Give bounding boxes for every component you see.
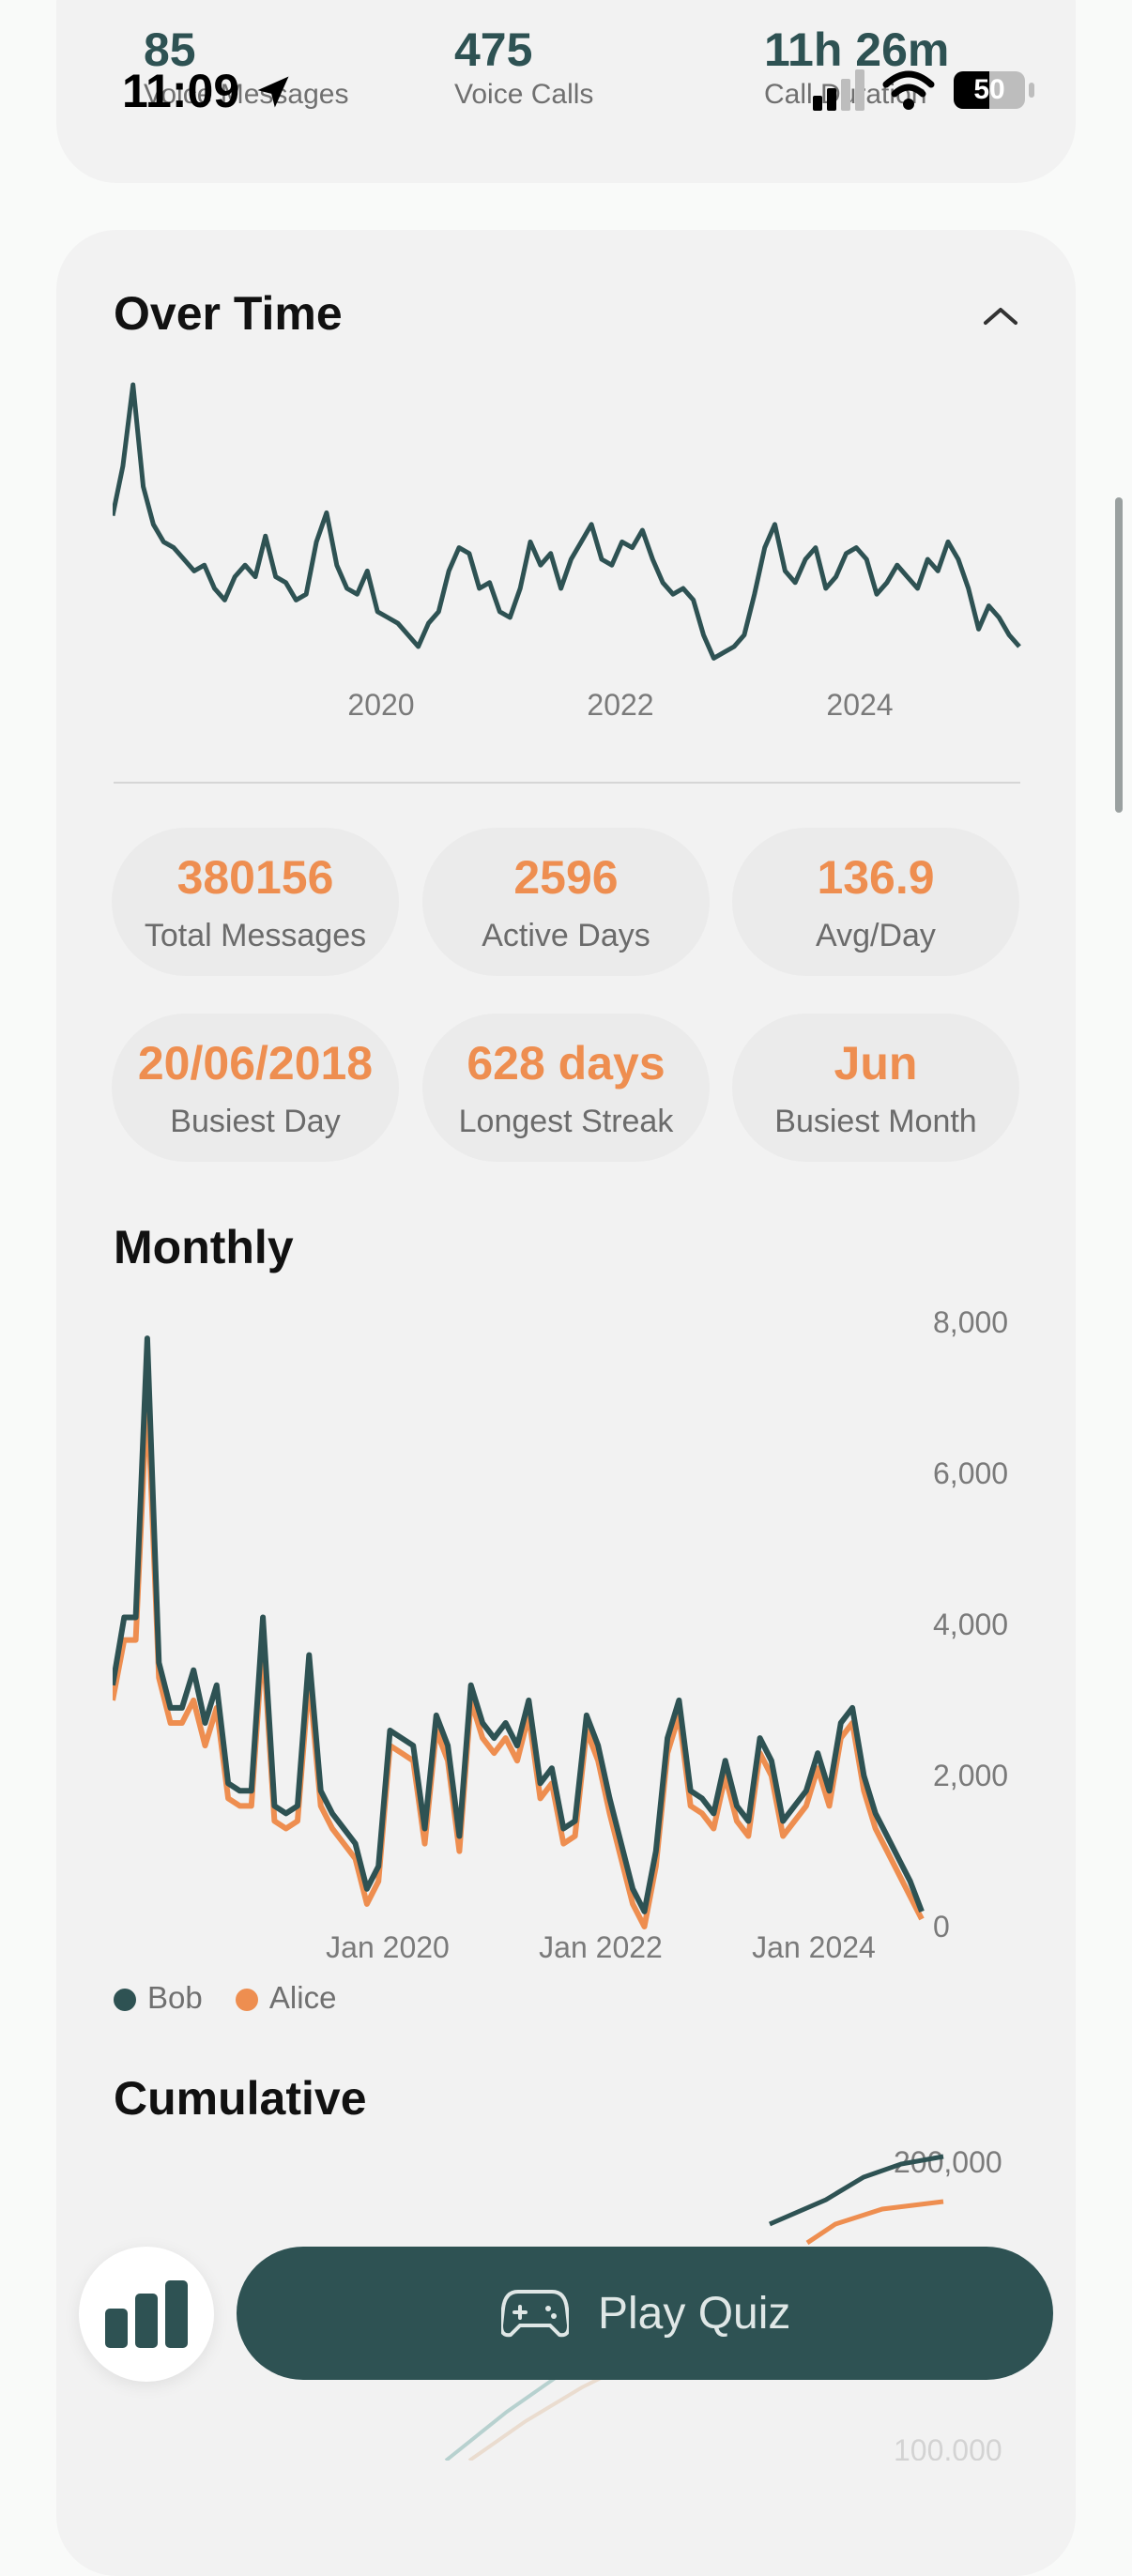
stat-call-duration: 11h 26m Call Duration bbox=[764, 23, 949, 111]
summary-card bbox=[56, 0, 1076, 183]
divider bbox=[114, 782, 1020, 784]
pill-label: Avg/Day bbox=[816, 918, 936, 953]
pill-label: Active Days bbox=[482, 918, 650, 953]
x-tick-label: 2022 bbox=[587, 688, 653, 722]
battery-icon: 50 bbox=[954, 71, 1034, 109]
y-axis-labels: 8,000 6,000 4,000 2,000 0 bbox=[933, 1305, 1008, 1943]
x-tick-label: 2024 bbox=[826, 688, 893, 722]
stat-voice-messages: 85 Voice Messages bbox=[144, 23, 348, 111]
alice-series-line bbox=[113, 1388, 925, 1929]
pill-value: 136.9 bbox=[817, 851, 935, 904]
legend-label: Alice bbox=[268, 1980, 337, 2015]
x-tick-label: 2020 bbox=[347, 688, 414, 722]
over-time-chart: 2020 2022 2024 bbox=[113, 382, 1021, 722]
stat-pill-busiest-day: 20/06/2018 Busiest Day bbox=[112, 1014, 399, 1162]
pill-label: Busiest Day bbox=[170, 1104, 341, 1139]
stat-label: Voice Calls bbox=[454, 79, 594, 110]
y-tick-label: 0 bbox=[933, 1910, 950, 1943]
bob-series-line bbox=[113, 1335, 925, 1914]
y-tick-label: 2,000 bbox=[933, 1759, 1008, 1792]
bar-chart-icon bbox=[105, 2280, 188, 2348]
location-arrow-icon bbox=[257, 76, 289, 108]
time-text: 11:09 bbox=[122, 65, 240, 117]
status-time: 11:09 bbox=[122, 64, 294, 118]
legend-label: Bob bbox=[147, 1980, 203, 2015]
monthly-chart: 8,000 6,000 4,000 2,000 0 Jan 2020 Jan 2… bbox=[113, 1305, 1008, 1961]
pill-value: 380156 bbox=[176, 851, 334, 904]
pill-value: 628 days bbox=[467, 1037, 665, 1090]
pill-value: 2596 bbox=[513, 851, 619, 904]
y-tick-label: 6,000 bbox=[933, 1456, 1008, 1490]
monthly-legend: Bob Alice bbox=[114, 1980, 336, 2016]
x-tick-label: Jan 2020 bbox=[326, 1930, 450, 1961]
stat-value: 11h 26m bbox=[764, 23, 950, 76]
scrollbar[interactable] bbox=[1115, 497, 1123, 813]
stat-value: 475 bbox=[454, 23, 533, 76]
legend-item-alice: Alice bbox=[235, 1980, 337, 2015]
pill-label: Total Messages bbox=[144, 918, 367, 953]
x-tick-label: Jan 2024 bbox=[752, 1930, 876, 1961]
stat-voice-calls: 475 Voice Calls bbox=[454, 23, 593, 111]
y-tick-label: 4,000 bbox=[933, 1608, 1008, 1641]
stat-pill-active-days: 2596 Active Days bbox=[422, 828, 710, 976]
collapse-chevron-up-icon[interactable] bbox=[980, 302, 1021, 328]
x-tick-label: Jan 2022 bbox=[539, 1930, 663, 1961]
cumulative-title: Cumulative bbox=[114, 2072, 367, 2125]
wifi-icon bbox=[882, 70, 935, 110]
gamepad-icon bbox=[501, 2290, 569, 2338]
stat-pill-busiest-month: Jun Busiest Month bbox=[732, 1014, 1019, 1162]
pill-label: Busiest Month bbox=[774, 1104, 977, 1139]
stat-pill-avg-day: 136.9 Avg/Day bbox=[732, 828, 1019, 976]
stat-value: 85 bbox=[144, 23, 196, 76]
battery-level: 50 bbox=[973, 74, 1005, 105]
status-bar: 11:09 50 bbox=[0, 0, 1132, 122]
pill-label: Longest Streak bbox=[458, 1104, 674, 1139]
play-quiz-label: Play Quiz bbox=[598, 2289, 791, 2339]
over-time-series-line bbox=[113, 382, 1021, 661]
stat-pill-total-messages: 380156 Total Messages bbox=[112, 828, 399, 976]
pill-value: Jun bbox=[834, 1037, 918, 1090]
over-time-title: Over Time bbox=[114, 287, 343, 340]
y-tick-label: 100,000 bbox=[894, 2433, 1002, 2461]
play-quiz-button[interactable]: Play Quiz bbox=[237, 2247, 1053, 2380]
legend-dot-icon bbox=[114, 1989, 136, 2012]
stat-label: Voice Messages bbox=[144, 79, 349, 110]
stat-pill-longest-streak: 628 days Longest Streak bbox=[422, 1014, 710, 1162]
alice-cumulative-line bbox=[805, 2199, 944, 2246]
monthly-title: Monthly bbox=[114, 1221, 294, 1273]
legend-dot-icon bbox=[235, 1989, 258, 2012]
y-tick-label: 8,000 bbox=[933, 1305, 1008, 1339]
cellular-signal-icon bbox=[813, 69, 864, 111]
pill-value: 20/06/2018 bbox=[137, 1037, 374, 1090]
charts-card bbox=[56, 230, 1076, 2576]
legend-item-bob: Bob bbox=[114, 1980, 211, 2015]
bob-cumulative-line bbox=[769, 2154, 944, 2227]
stats-tab-button[interactable] bbox=[79, 2247, 214, 2382]
